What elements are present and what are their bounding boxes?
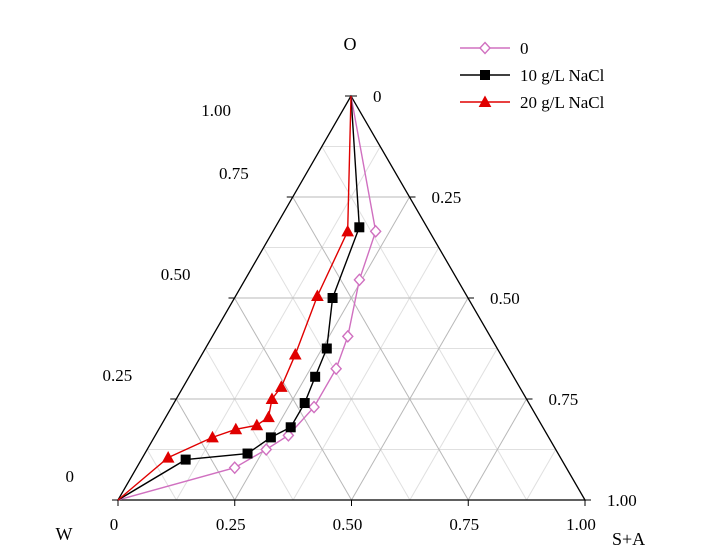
tick-label-o: 0.50	[161, 265, 191, 284]
series-layer	[117, 95, 382, 501]
grid-line-w	[292, 196, 469, 501]
data-point	[242, 448, 253, 459]
series-3	[117, 95, 355, 501]
tick-labels: 0 0.25 0.50 0.75 1.00 0 0.25 0.50 0.75 1.00 0 0.25 0…	[66, 87, 637, 534]
data-point	[311, 289, 324, 301]
tick-label-sa: 0.75	[549, 390, 579, 409]
grid-line-w	[321, 146, 528, 501]
grid-line-sa	[351, 297, 469, 501]
data-point	[265, 432, 276, 443]
data-point	[341, 329, 354, 343]
data-point	[308, 400, 320, 414]
vertex-label-s-a: S+A	[612, 529, 645, 549]
data-point	[274, 380, 288, 392]
data-point	[228, 461, 241, 475]
legend-marker	[480, 70, 490, 80]
series-2	[117, 95, 365, 501]
data-point	[327, 293, 338, 303]
data-point	[250, 418, 264, 431]
legend-marker	[478, 95, 492, 107]
grid-line-sa	[467, 398, 527, 501]
grid-line-w	[234, 297, 352, 501]
data-point	[285, 422, 296, 433]
data-point	[369, 224, 382, 238]
data-point	[161, 451, 175, 463]
series-line	[117, 95, 377, 501]
data-point	[341, 224, 355, 237]
data-point	[310, 371, 321, 382]
data-point	[288, 348, 302, 360]
grid-line-w	[175, 398, 236, 501]
tick-label-o: 1.00	[201, 101, 231, 120]
tick-label-sa: 0.25	[432, 188, 462, 207]
data-point	[265, 392, 279, 404]
tick-label-w: 1.00	[566, 515, 596, 534]
data-point	[262, 410, 275, 423]
legend-entry-3: 20 g/L NaCl	[460, 93, 605, 112]
grid-line-sa	[526, 449, 557, 501]
data-point	[321, 343, 332, 354]
tick-label-w: 0	[110, 515, 119, 534]
grid-line-sa	[175, 146, 381, 501]
vertex-label-o: O	[344, 34, 357, 54]
data-point	[206, 430, 219, 443]
data-point	[180, 454, 191, 465]
legend: 0 10 g/L NaCl 20 g/L NaCl	[460, 39, 605, 112]
legend-entry-1: 0	[460, 39, 529, 58]
data-point	[282, 428, 295, 442]
tick-label-sa: 0.50	[490, 289, 520, 308]
major-grid	[175, 196, 527, 501]
data-point	[354, 222, 365, 233]
grid-line-w	[146, 449, 177, 501]
legend-label: 20 g/L NaCl	[520, 93, 605, 112]
tick-label-o: 0.25	[103, 366, 133, 385]
grid-line-sa	[292, 247, 440, 501]
series-1	[117, 95, 382, 501]
minor-grid	[146, 146, 557, 501]
series-line	[117, 95, 352, 501]
legend-label: 0	[520, 39, 529, 58]
tick-label-o: 0	[66, 467, 75, 486]
data-point	[260, 442, 273, 457]
tick-label-sa: 0	[373, 87, 382, 106]
legend-label: 10 g/L NaCl	[520, 66, 605, 85]
vertex-label-w: W	[56, 524, 73, 544]
data-point	[299, 398, 310, 409]
data-point	[330, 362, 343, 376]
grid-line-w	[204, 348, 294, 501]
tick-label-o: 0.75	[219, 164, 249, 183]
tick-label-sa: 1.00	[607, 491, 637, 510]
legend-entry-2: 10 g/L NaCl	[460, 66, 605, 85]
legend-marker	[479, 41, 491, 55]
grid-line-sa	[409, 348, 498, 501]
tick-label-w: 0.75	[449, 515, 479, 534]
data-point	[353, 273, 366, 287]
data-point	[229, 422, 243, 435]
tick-label-w: 0.50	[333, 515, 363, 534]
tick-label-w: 0.25	[216, 515, 246, 534]
